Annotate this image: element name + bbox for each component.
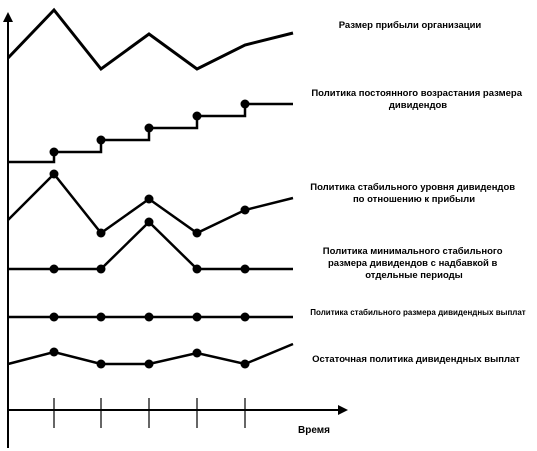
x-axis-ticks — [53, 398, 246, 428]
stable-ratio-point — [144, 194, 154, 204]
label-line: Остаточная политика дивидендных выплат — [312, 354, 520, 365]
stable-ratio-series — [7, 169, 294, 238]
label-line: Политика стабильного размера дивидендных… — [310, 308, 526, 317]
stable-size-point — [240, 312, 250, 322]
x-axis-label: Время — [298, 425, 330, 436]
constant-growth-point — [144, 123, 154, 133]
label-line: Политика минимального стабильного — [323, 246, 503, 257]
constant-growth-point — [192, 111, 202, 121]
label-min-stable-bonus: Политика минимального стабильного размер… — [323, 246, 505, 281]
label-profit: Размер прибыли организации — [339, 20, 482, 31]
min-stable-bonus-series — [8, 217, 293, 274]
stable-ratio-point — [192, 228, 202, 238]
constant-growth-point — [96, 135, 106, 145]
stable-size-point — [192, 312, 202, 322]
policy-labels: Размер прибыли организации Политика пост… — [310, 20, 526, 365]
constant-growth-point — [49, 147, 59, 157]
min-stable-bonus-point — [240, 264, 250, 274]
label-line: Политика постоянного возрастания размера — [311, 88, 522, 99]
label-stable-ratio: Политика стабильного уровня дивидендов п… — [310, 182, 518, 205]
stable-size-point — [96, 312, 106, 322]
residual-point — [240, 359, 250, 369]
label-constant-growth: Политика постоянного возрастания размера… — [311, 88, 524, 111]
stable-ratio-point — [49, 169, 59, 179]
label-line: Политика стабильного уровня дивидендов — [310, 182, 515, 193]
label-line: размера дивидендов с надбавкой в — [328, 258, 498, 269]
min-stable-bonus-point — [192, 264, 202, 274]
residual-point — [49, 347, 59, 357]
min-stable-bonus-point — [96, 264, 106, 274]
constant-growth-series — [8, 99, 293, 164]
residual-point — [192, 348, 202, 358]
residual-point — [144, 359, 154, 369]
label-line: отдельные периоды — [365, 270, 463, 281]
label-stable-size: Политика стабильного размера дивидендных… — [310, 308, 526, 317]
profit-line — [6, 7, 294, 72]
stable-ratio-point — [240, 205, 250, 215]
residual-point — [96, 359, 106, 369]
label-residual: Остаточная политика дивидендных выплат — [312, 354, 520, 365]
min-stable-bonus-line — [8, 220, 293, 271]
stable-size-point — [144, 312, 154, 322]
label-line: по отношению к прибыли — [353, 194, 475, 205]
constant-growth-point — [240, 99, 250, 109]
label-line: Размер прибыли организации — [339, 20, 482, 31]
profit-series — [6, 7, 294, 72]
stable-size-point — [49, 312, 59, 322]
stable-ratio-point — [96, 228, 106, 238]
residual-series — [7, 342, 294, 369]
min-stable-bonus-point — [49, 264, 59, 274]
label-line: дивидендов — [389, 100, 447, 111]
stable-size-series — [8, 312, 293, 322]
min-stable-bonus-point — [144, 217, 154, 227]
